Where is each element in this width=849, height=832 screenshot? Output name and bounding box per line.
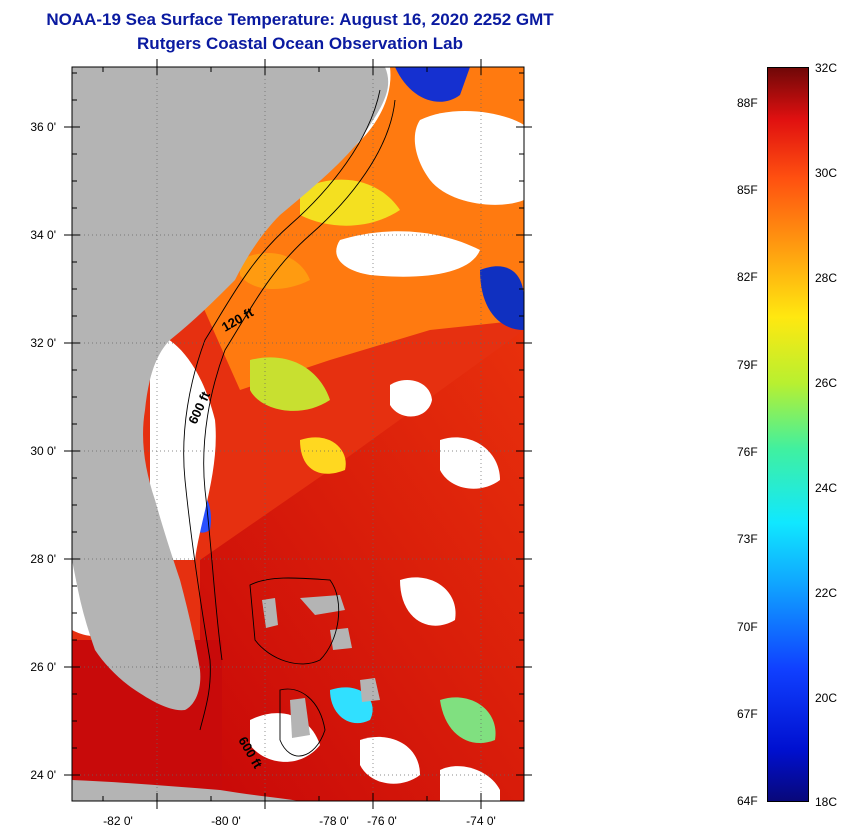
- land-cuba: [72, 780, 300, 801]
- lat-label: 32 0': [30, 336, 56, 350]
- fahrenheit-label: 70F: [737, 620, 758, 634]
- fahrenheit-label: 82F: [737, 270, 758, 284]
- cold-patch: [395, 67, 470, 102]
- lat-label: 34 0': [30, 228, 56, 242]
- lon-label: -76 0': [367, 814, 397, 828]
- fahrenheit-label: 67F: [737, 707, 758, 721]
- fahrenheit-label: 88F: [737, 96, 758, 110]
- cool-patch: [300, 437, 346, 474]
- map-title: NOAA-19 Sea Surface Temperature: August …: [46, 10, 554, 29]
- celsius-label: 18C: [815, 795, 838, 809]
- cold-patch: [480, 266, 524, 330]
- cloud-cover: [140, 330, 216, 560]
- celsius-label: 26C: [815, 376, 838, 390]
- lon-label: -80 0': [211, 814, 241, 828]
- cool-patch: [250, 357, 330, 411]
- cool-patch: [300, 179, 400, 226]
- cloud-cover: [440, 437, 500, 489]
- cloud-cover: [400, 577, 456, 626]
- land-bahamas: [290, 698, 310, 738]
- lat-label: 26 0': [30, 660, 56, 674]
- land-mainland: [72, 67, 389, 711]
- celsius-label: 28C: [815, 271, 838, 285]
- map-frame: [71, 66, 525, 802]
- fahrenheit-label: 79F: [737, 358, 758, 372]
- lat-label: 36 0': [30, 120, 56, 134]
- minor-ticks: [72, 67, 524, 801]
- lon-label: -78 0': [319, 814, 349, 828]
- cloud-cover: [414, 110, 524, 205]
- lat-label: 28 0': [30, 552, 56, 566]
- contour-line: [203, 99, 396, 661]
- cloud-cover: [360, 736, 420, 784]
- celsius-label: 24C: [815, 481, 838, 495]
- fahrenheit-label: 73F: [737, 532, 758, 546]
- fahrenheit-label: 64F: [737, 794, 758, 808]
- fahrenheit-label: 85F: [737, 183, 758, 197]
- cloud-cover: [336, 231, 480, 277]
- contour-line: [249, 577, 340, 665]
- fahrenheit-label: 76F: [737, 445, 758, 459]
- cool-patch: [240, 252, 310, 290]
- land-bahamas: [262, 598, 278, 628]
- lon-label: -74 0': [466, 814, 496, 828]
- map-subtitle: Rutgers Coastal Ocean Observation Lab: [137, 34, 463, 53]
- celsius-label: 32C: [815, 61, 838, 75]
- temperature-colorbar: [767, 67, 809, 802]
- contour-line: [183, 89, 381, 731]
- celsius-label: 22C: [815, 586, 838, 600]
- lon-label: -82 0': [103, 814, 133, 828]
- lat-label: 30 0': [30, 444, 56, 458]
- celsius-label: 20C: [815, 691, 838, 705]
- celsius-label: 30C: [815, 166, 838, 180]
- land-bahamas: [360, 678, 380, 702]
- cold-patch: [440, 697, 496, 744]
- land-bahamas: [300, 595, 345, 615]
- contour-line: [279, 688, 326, 757]
- lat-label: 24 0': [30, 768, 56, 782]
- cloud-cover: [390, 380, 432, 417]
